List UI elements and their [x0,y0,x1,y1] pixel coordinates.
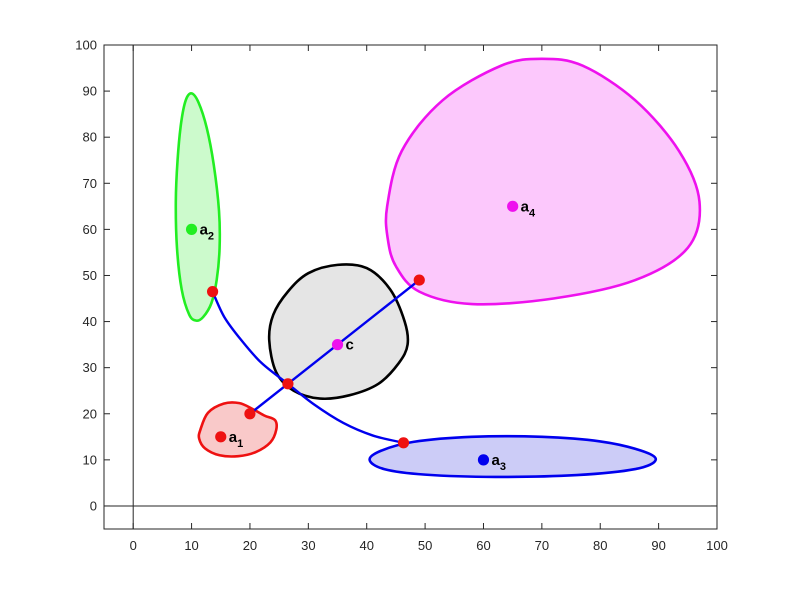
y-tick-label: 90 [83,84,97,99]
y-tick-label: 10 [83,452,97,467]
junction-point-3 [244,408,256,420]
center-label-sub-a3: 3 [500,461,506,473]
center-point-a2 [185,223,198,235]
center-point-a3 [477,454,490,466]
region-c [267,263,410,401]
junction-point-5 [397,437,410,449]
center-label-sub-a1: 1 [237,438,243,450]
x-tick-label: 60 [476,538,490,553]
junctions-layer [206,274,425,449]
center-point-c [331,339,344,351]
junction-point-1 [206,286,219,298]
junction-point-4 [413,274,425,286]
region-a1 [197,401,279,458]
center-point-a1 [215,431,227,443]
connector-segment-a1 [249,382,289,415]
x-tick-label: 0 [130,538,137,553]
region-a2 [174,92,222,323]
y-tick-label: 60 [83,222,97,237]
x-tick-label: 80 [593,538,607,553]
x-tick-label: 20 [243,538,257,553]
region-a4 [384,57,702,306]
connectors-layer [211,279,421,444]
x-tick-label: 70 [535,538,549,553]
junction-point-2 [282,378,294,390]
x-tick-label: 10 [184,538,198,553]
x-tick-label: 30 [301,538,315,553]
center-label-c: c [346,337,354,354]
center-point-a4 [507,200,519,212]
x-tick-label: 100 [706,538,728,553]
x-tick-label: 90 [651,538,665,553]
y-tick-label: 50 [83,268,97,283]
region-a3 [368,434,658,479]
y-tick-label: 0 [90,498,97,513]
y-tick-label: 80 [83,130,97,145]
connector-arc-a3 [287,382,404,444]
y-tick-label: 20 [83,406,97,421]
zero-axis-lines [104,45,717,529]
regions-layer [174,57,702,479]
y-tick-label: 30 [83,360,97,375]
y-tick-label: 70 [83,176,97,191]
connector-arc-a2 [211,291,289,385]
center-label-sub-a4: 4 [529,207,536,219]
y-tick-label: 100 [75,38,97,53]
x-tick-label: 40 [359,538,373,553]
x-tick-label: 50 [418,538,432,553]
center-label-sub-a2: 2 [208,230,214,242]
y-tick-label: 40 [83,314,97,329]
ticks-layer: 0 10 20 30 40 50 60 70 80 90 100 0 10 20 30 40 50 60 70 80 9… [75,38,728,554]
connector-segment-a4 [287,279,421,385]
